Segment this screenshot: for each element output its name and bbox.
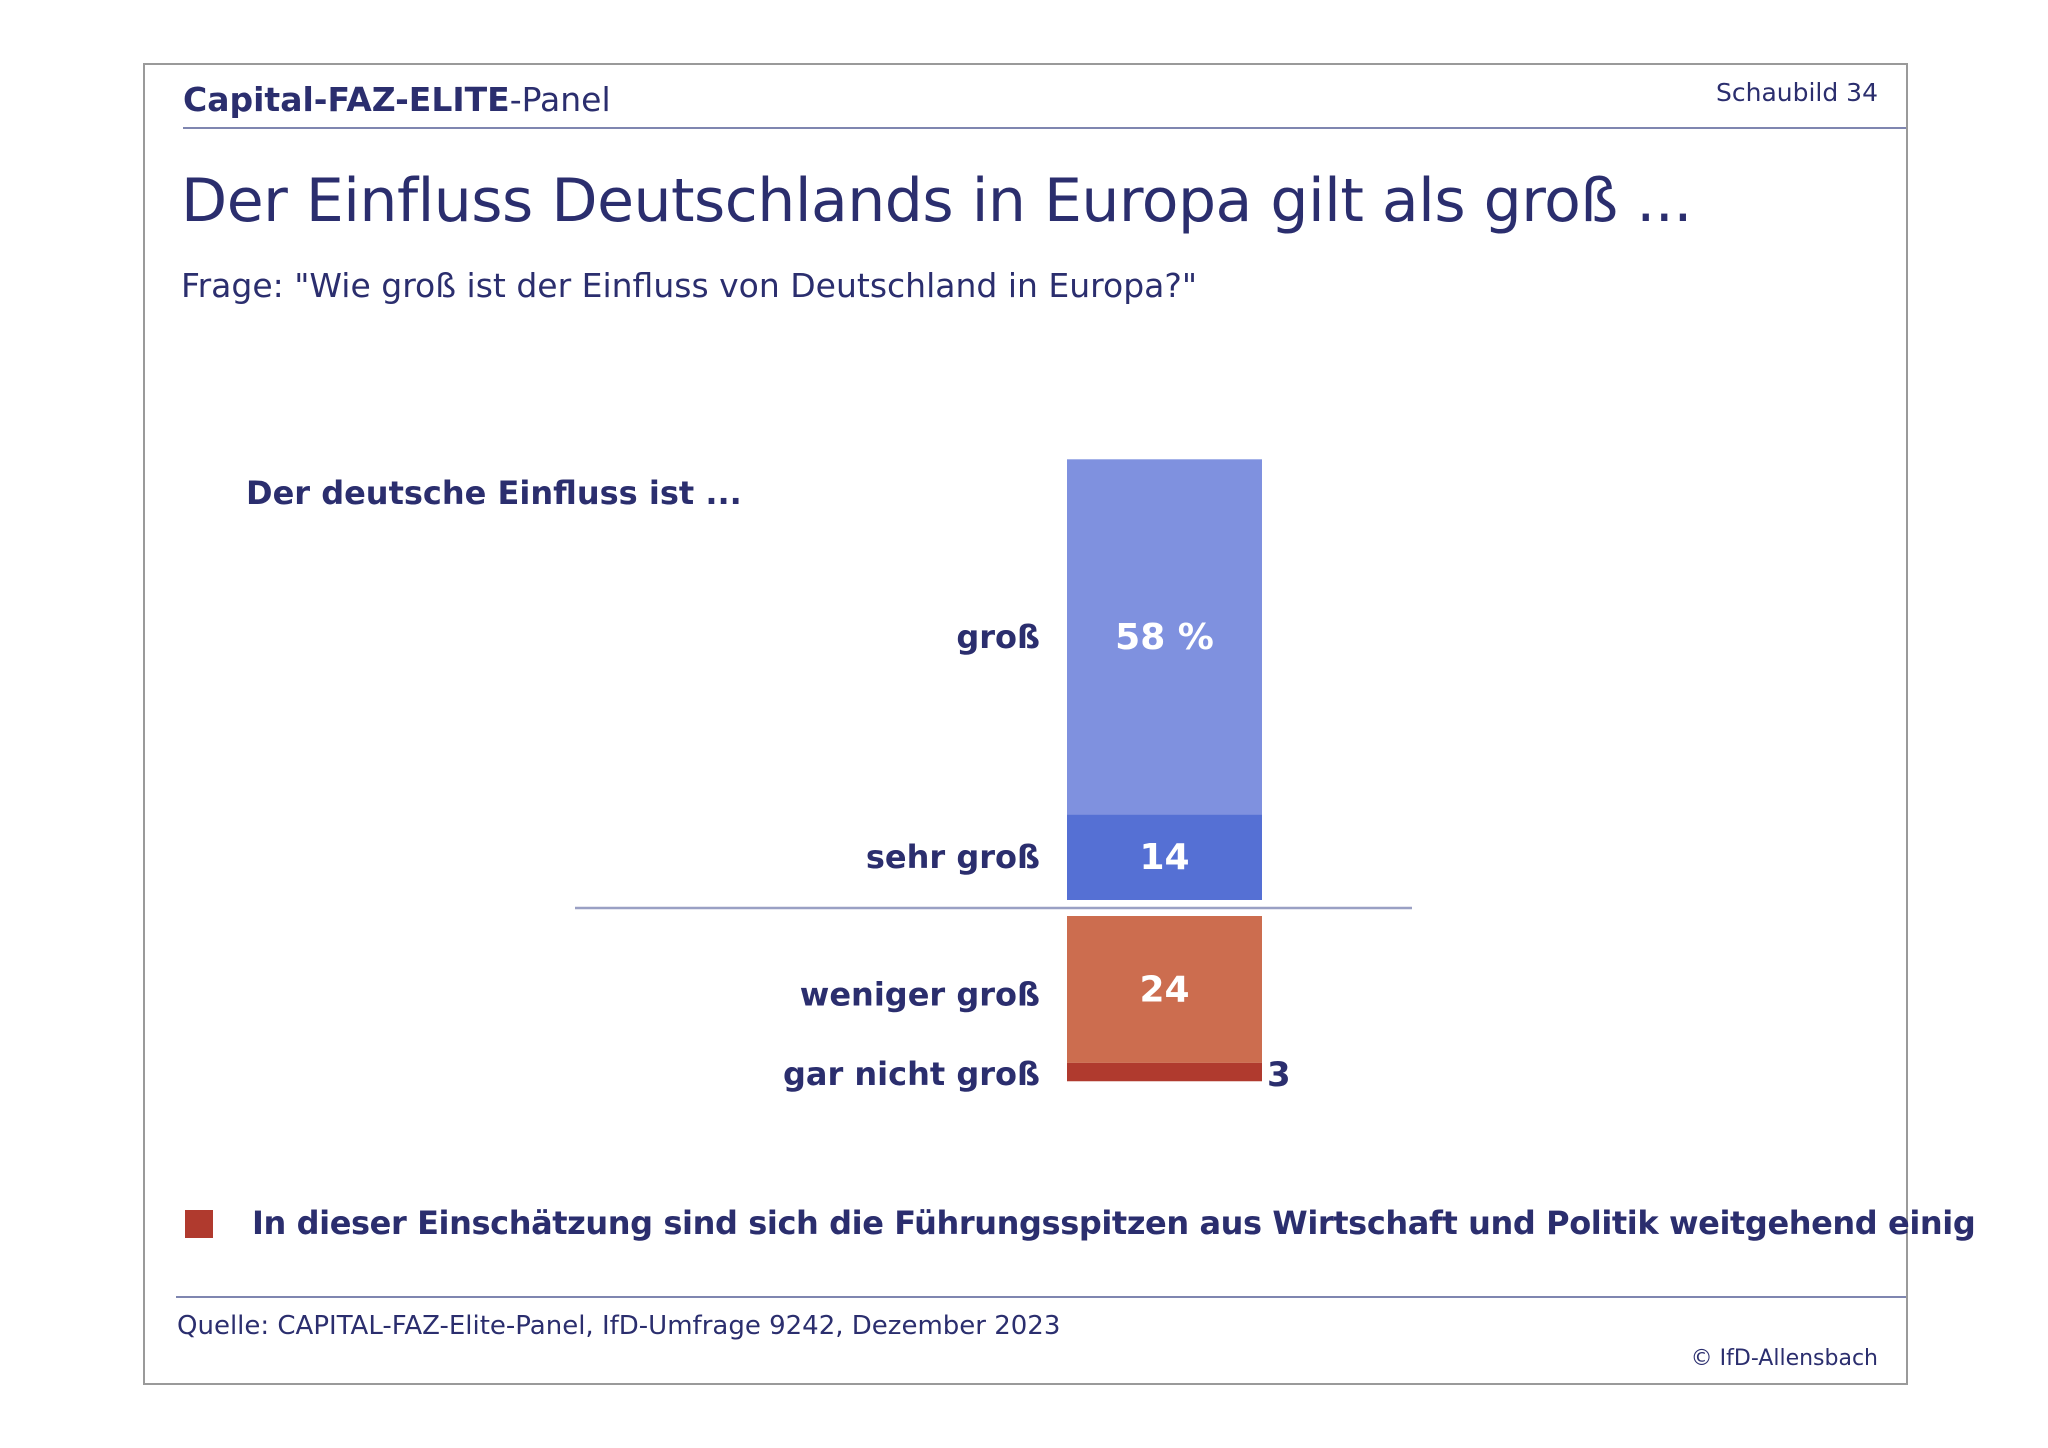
bar-segment-gar-nicht-groß [1067, 1062, 1262, 1082]
page-title: Der Einfluss Deutschlands in Europa gilt… [181, 166, 1692, 236]
group-label: Der deutsche Einfluss ist ... [246, 474, 742, 512]
bar-segment-weniger-groß [1067, 916, 1262, 1063]
data-label-gar-nicht-groß: 3 [1267, 1055, 1291, 1095]
slide-frame [143, 63, 1908, 1385]
data-label-groß: 58 % [1115, 617, 1214, 658]
note-marker [185, 1210, 213, 1238]
copyright-text: © IfD-Allensbach [1690, 1346, 1878, 1371]
figure-number: Schaubild 34 [1715, 78, 1878, 107]
note-text: In dieser Einschätzung sind sich die Füh… [252, 1204, 1976, 1242]
source-text: Quelle: CAPITAL-FAZ-Elite-Panel, IfD-Umf… [177, 1311, 1061, 1341]
panel-brand-rest: -Panel [509, 80, 611, 119]
panel-brand-bold: Capital-FAZ-ELITE [183, 80, 510, 119]
data-label-sehr-groß: 14 [1139, 837, 1189, 878]
bar-segment-groß [1067, 459, 1262, 815]
panel-brand: Capital-FAZ-ELITE-Panel [183, 80, 611, 119]
category-label-sehr-groß: sehr groß [866, 838, 1040, 876]
header-divider [183, 127, 1906, 129]
category-label-weniger-groß: weniger groß [800, 975, 1040, 1013]
category-label-groß: groß [956, 618, 1040, 656]
footer-divider [176, 1296, 1906, 1298]
bar-segment-sehr-groß [1067, 814, 1262, 900]
category-label-gar-nicht-groß: gar nicht groß [783, 1055, 1040, 1093]
survey-question: Frage: "Wie groß ist der Einfluss von De… [181, 266, 1198, 305]
bar-marks: 14 sehr groß 58 % groß 24 weniger groß 3 gar ni… [575, 459, 1412, 1095]
data-label-weniger-groß: 24 [1139, 969, 1189, 1010]
